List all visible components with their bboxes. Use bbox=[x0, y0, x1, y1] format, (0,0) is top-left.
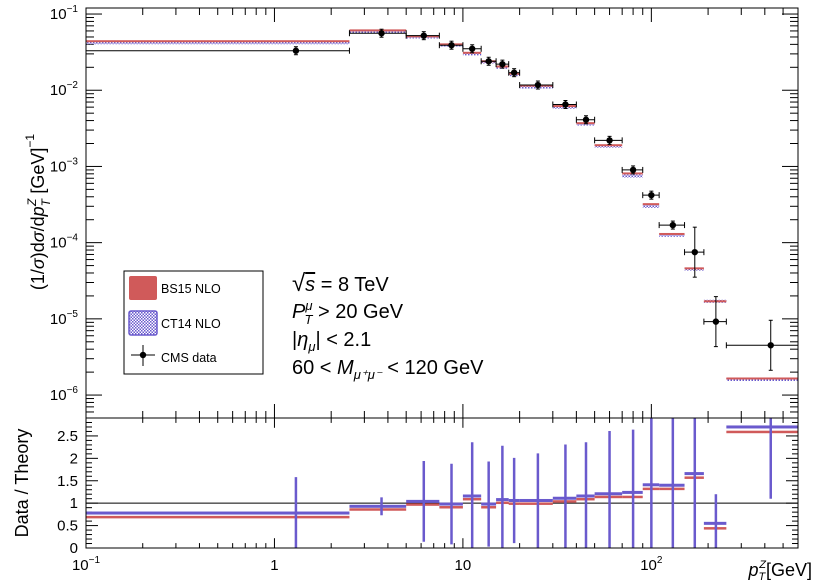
ct14-bin bbox=[86, 41, 350, 45]
ct14-bin bbox=[462, 52, 482, 56]
data-point bbox=[534, 81, 542, 89]
upper-y-tick-label: 10−4 bbox=[50, 233, 79, 252]
data-point bbox=[712, 318, 720, 325]
x-tick-label: 10 bbox=[455, 557, 472, 574]
lower-y-tick-label: 0 bbox=[70, 540, 78, 557]
upper-y-tick-label: 10−5 bbox=[50, 309, 79, 328]
legend-label-cms: CMS data bbox=[161, 351, 217, 365]
bs15-bin bbox=[726, 377, 798, 380]
bs15-bin bbox=[594, 144, 623, 147]
annotation-eta-cut: |ημ| < 2.1 bbox=[292, 329, 371, 354]
data-point bbox=[499, 60, 506, 68]
x-tick-label: 102 bbox=[640, 555, 663, 574]
bs15-bin bbox=[349, 29, 407, 32]
data-point bbox=[485, 58, 492, 65]
lower-y-tick-label: 1 bbox=[70, 495, 78, 512]
upper-y-tick-label: 10−3 bbox=[50, 156, 79, 175]
legend-label-ct14: CT14 NLO bbox=[161, 317, 221, 331]
upper-y-tick-label: 10−6 bbox=[50, 385, 79, 404]
data-point bbox=[767, 342, 774, 349]
ct14-bin bbox=[642, 204, 660, 208]
ratio-bs15-bin bbox=[726, 430, 798, 434]
data-point bbox=[468, 45, 476, 52]
annotations: √s = 8 TeV Pμ T > 20 GeV |ημ| < 2.1 60 < … bbox=[292, 270, 484, 382]
ct14-bin bbox=[659, 233, 685, 237]
x-axis-title: pTZ[GeV] bbox=[747, 559, 812, 582]
data-point bbox=[606, 137, 613, 144]
ratio-ct14-bin bbox=[349, 504, 407, 508]
lower-y-tick-label: 0.5 bbox=[57, 518, 78, 535]
ct14-bin bbox=[726, 378, 798, 382]
ratio-ct14-bin bbox=[86, 511, 350, 515]
x-tick-label: 10−1 bbox=[72, 555, 101, 574]
lower-y-tick-label: 2 bbox=[70, 450, 78, 467]
data-point bbox=[510, 69, 518, 76]
bs15-bin bbox=[622, 172, 643, 175]
lower-y-tick-label: 1.5 bbox=[57, 473, 78, 490]
data-point bbox=[629, 166, 637, 174]
data-point bbox=[292, 47, 300, 54]
ct14-bin bbox=[622, 174, 643, 178]
ratio-bs15-bin bbox=[86, 515, 350, 519]
upper-y-tick-label: 10−2 bbox=[50, 80, 79, 99]
data-point bbox=[648, 191, 655, 199]
ratio-plot bbox=[85, 417, 799, 549]
bs15-bin bbox=[659, 232, 685, 235]
data-point bbox=[669, 221, 677, 229]
data-point bbox=[448, 41, 455, 49]
bs15-bin bbox=[703, 300, 727, 303]
legend-swatch-ct14 bbox=[128, 310, 158, 336]
ratio-bs15-bin bbox=[349, 508, 407, 511]
data-point bbox=[562, 101, 569, 108]
ratio-ct14-bin bbox=[519, 498, 553, 502]
annotation-sqrt-s: √s = 8 TeV bbox=[292, 270, 389, 297]
x-tick-label: 1 bbox=[270, 557, 278, 574]
ratio-ct14-bin bbox=[726, 425, 798, 429]
bs15-bin bbox=[576, 122, 595, 125]
ratio-bs15-bin bbox=[519, 502, 553, 505]
ct14-bin bbox=[349, 29, 407, 33]
bs15-bin bbox=[86, 40, 350, 43]
legend: BS15 NLO CT14 NLO CMS data bbox=[123, 270, 264, 375]
legend-swatch-bs15 bbox=[129, 276, 157, 300]
legend-label-bs15: BS15 NLO bbox=[161, 282, 221, 296]
data-point bbox=[582, 116, 590, 123]
data-point bbox=[420, 32, 427, 39]
data-point bbox=[691, 248, 698, 256]
bs15-bin bbox=[642, 203, 660, 206]
lower-y-axis-title: Data / Theory bbox=[12, 429, 32, 538]
legend-marker-dot bbox=[139, 351, 147, 359]
annotation-mass-window: 60 < Mμ⁺μ⁻ < 120 GeV bbox=[292, 357, 484, 382]
ratio-plot-frame bbox=[85, 417, 799, 549]
data-point bbox=[378, 30, 385, 37]
upper-plot bbox=[85, 8, 799, 419]
lower-y-tick-label: 2.5 bbox=[57, 428, 78, 445]
annotation-pt-cut: Pμ T > 20 GeV bbox=[292, 298, 404, 327]
bs15-bin bbox=[684, 267, 704, 270]
upper-y-tick-label: 10−1 bbox=[50, 4, 79, 23]
upper-y-axis-title: (1/σ)dσ/dpTZ [GeV]−1 bbox=[23, 134, 53, 291]
